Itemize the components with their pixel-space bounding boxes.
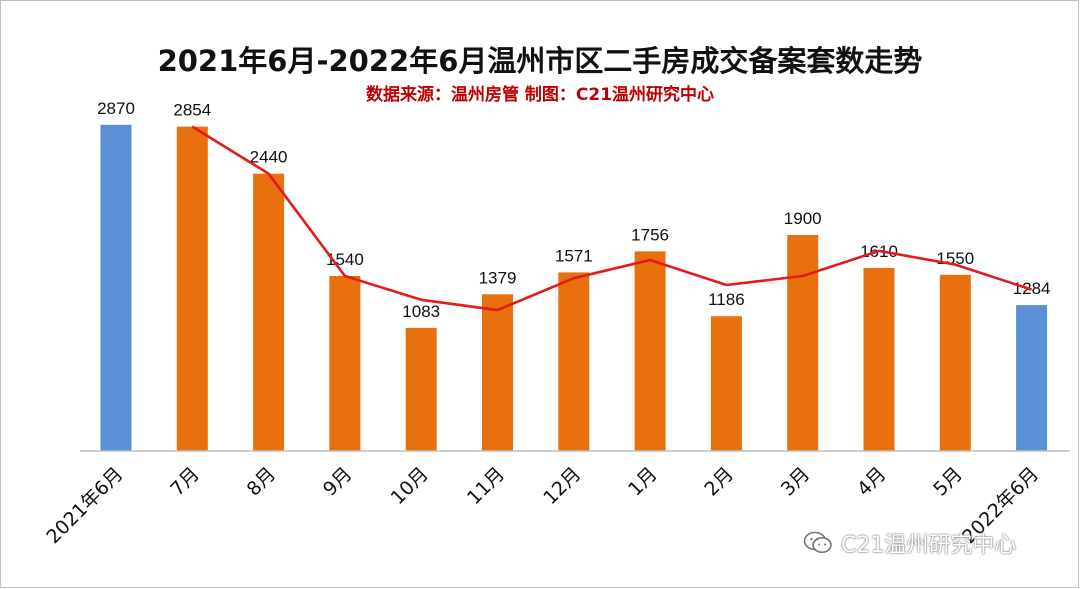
watermark: C21温州研究中心 <box>803 528 1016 558</box>
data-label-9: 1900 <box>784 209 822 228</box>
x-tick-label-7: 1月 <box>624 463 662 501</box>
data-label-0: 2870 <box>97 99 135 118</box>
bars-group <box>100 124 1048 452</box>
bar-12 <box>1016 305 1048 451</box>
bar-2 <box>253 173 285 451</box>
x-tick-label-4: 10月 <box>387 463 433 509</box>
x-tick-label-10: 4月 <box>853 463 891 501</box>
bar-1 <box>176 126 208 451</box>
watermark-text: C21温州研究中心 <box>841 533 1017 558</box>
trend-line-group <box>191 125 1033 312</box>
data-label-4: 1083 <box>402 302 440 321</box>
data-label-7: 1756 <box>631 225 669 244</box>
chart-subtitle: 数据来源：温州房管 制图：C21温州研究中心 <box>365 85 715 105</box>
bar-4 <box>405 327 437 451</box>
x-tick-label-2: 8月 <box>243 463 281 501</box>
data-label-5: 1379 <box>479 268 517 287</box>
data-label-1: 2854 <box>173 101 211 120</box>
x-tick-label-3: 9月 <box>319 463 357 501</box>
bar-7 <box>634 251 666 451</box>
chart-title: 2021年6月-2022年6月温州市区二手房成交备案套数走势 <box>157 44 923 78</box>
x-tick-label-9: 3月 <box>777 463 815 501</box>
bar-8 <box>710 316 742 451</box>
x-tick-label-6: 12月 <box>539 463 585 509</box>
x-tick-label-1: 7月 <box>166 463 204 501</box>
data-label-8: 1186 <box>708 290 745 309</box>
bar-6 <box>558 272 590 451</box>
bar-10 <box>863 268 895 451</box>
x-tick-label-8: 2月 <box>700 463 738 501</box>
x-tick-label-5: 11月 <box>463 463 509 509</box>
data-label-6: 1571 <box>555 246 593 265</box>
bar-3 <box>329 276 361 451</box>
bar-0 <box>100 124 132 452</box>
x-tick-label-0: 2021年6月 <box>42 463 127 548</box>
wechat-icon <box>803 531 832 553</box>
bar-5 <box>482 294 513 451</box>
data-label-2: 2440 <box>250 148 288 167</box>
trend-line <box>191 125 1033 312</box>
x-tick-label-11: 5月 <box>929 463 967 501</box>
bar-9 <box>787 235 819 451</box>
bar-11 <box>939 274 971 451</box>
